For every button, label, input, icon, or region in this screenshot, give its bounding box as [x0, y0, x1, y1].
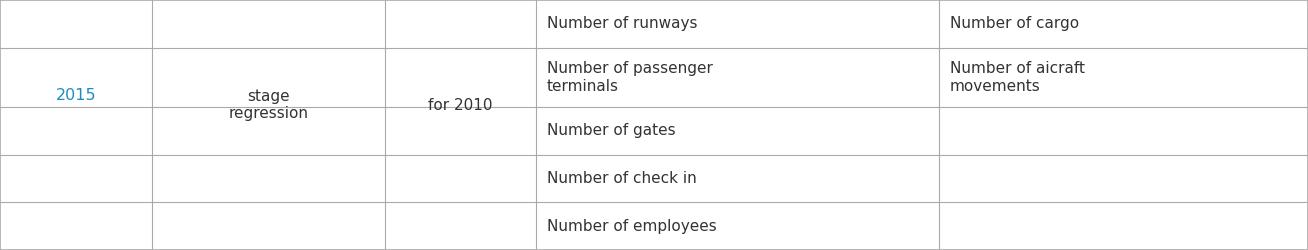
- Text: Number of check in: Number of check in: [547, 171, 696, 186]
- Text: Number of passenger
terminals: Number of passenger terminals: [547, 61, 713, 94]
- Text: 2015: 2015: [55, 88, 97, 102]
- Text: for 2010: for 2010: [428, 98, 493, 112]
- Text: Number of aicraft
movements: Number of aicraft movements: [950, 61, 1084, 94]
- Text: Number of cargo: Number of cargo: [950, 16, 1079, 31]
- Text: stage
regression: stage regression: [228, 89, 309, 121]
- Text: Number of employees: Number of employees: [547, 219, 717, 234]
- Text: Number of runways: Number of runways: [547, 16, 697, 31]
- Text: Number of gates: Number of gates: [547, 124, 675, 138]
